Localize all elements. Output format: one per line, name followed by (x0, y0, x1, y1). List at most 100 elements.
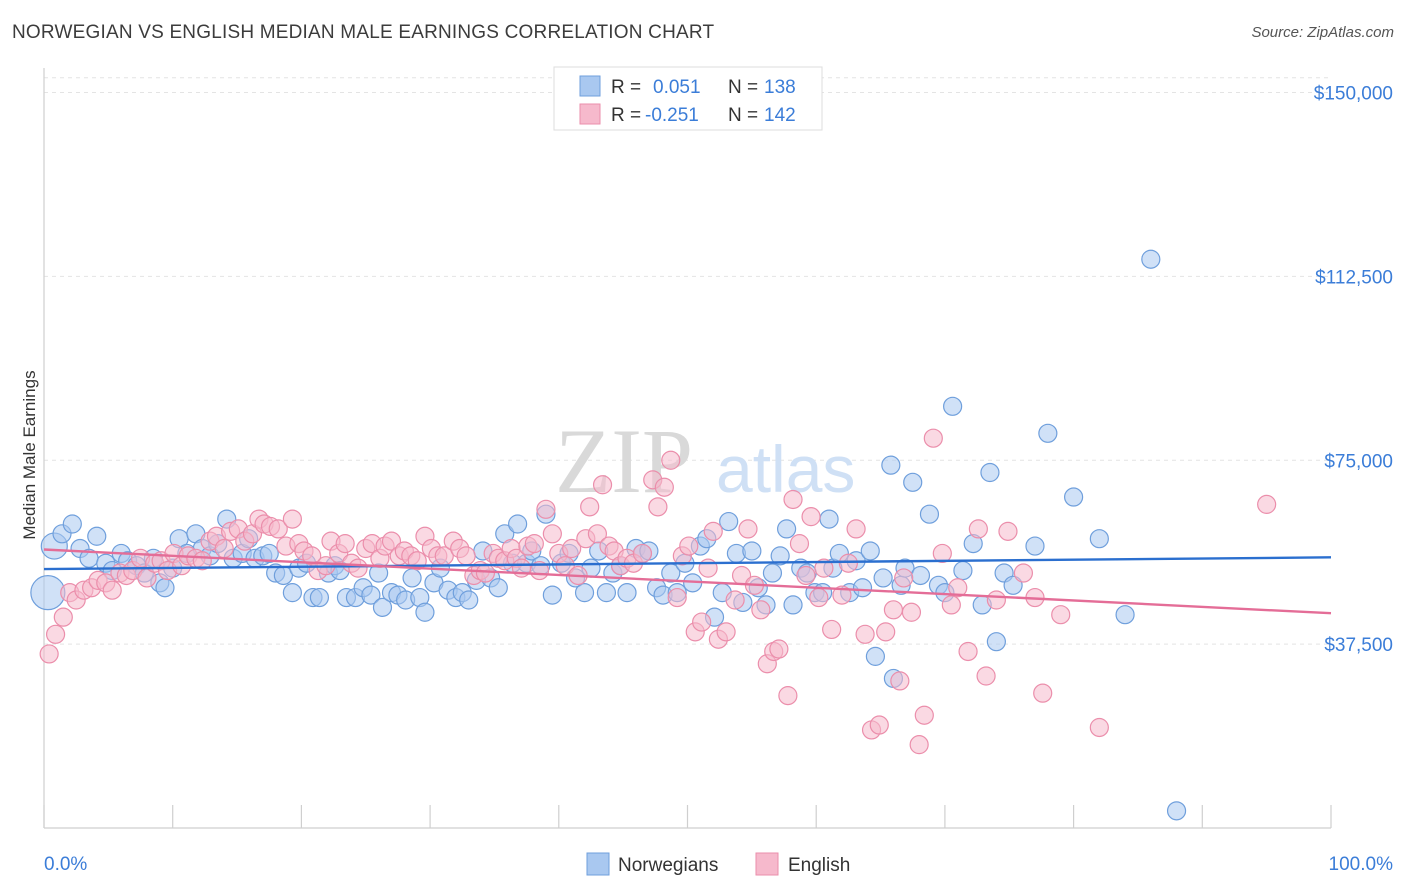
english-point (846, 519, 866, 539)
norwegians-point (1089, 529, 1109, 549)
y-tick-label: $150,000 (1314, 84, 1393, 105)
x-tick-label-min: 0.0% (44, 854, 87, 875)
norwegians-point (910, 565, 931, 586)
legend-label-english: English (788, 855, 850, 876)
english-point (1257, 494, 1277, 514)
english-point (1033, 683, 1053, 703)
norwegians-point (903, 472, 923, 492)
english-point (883, 600, 904, 620)
norwegians-point (542, 585, 562, 605)
english-point (39, 644, 59, 664)
y-tick-label: $37,500 (1324, 635, 1393, 656)
y-tick-label: $75,000 (1324, 451, 1393, 472)
norwegians-point (742, 541, 762, 561)
english-point (998, 521, 1018, 541)
english-point (890, 671, 910, 691)
english-point (456, 546, 476, 566)
x-axis-ticks (43, 805, 1332, 828)
legend-swatch-norwegians (586, 852, 610, 876)
y-axis-label: Median Male Earnings (20, 370, 39, 539)
english-point (838, 553, 858, 573)
english-point (976, 666, 996, 686)
legend-swatch-english (755, 852, 779, 876)
english-point (948, 578, 968, 598)
english-point (475, 563, 496, 583)
norwegians-point (881, 455, 901, 475)
norwegians-point (953, 560, 973, 581)
english-point (958, 641, 978, 662)
english-point (648, 497, 668, 517)
english-point (335, 534, 355, 554)
norwegians-point (865, 646, 886, 666)
source-label: Source: ZipAtlas.com (1251, 24, 1394, 41)
norwegians-point (719, 511, 739, 532)
norwegians-point (980, 462, 1000, 483)
english-point (592, 475, 613, 495)
english-point (348, 558, 368, 578)
english-point (1051, 605, 1071, 625)
english-point (796, 565, 816, 586)
english-point (909, 735, 929, 755)
english-point (654, 477, 674, 497)
english-point (45, 624, 66, 644)
norwegians-point (617, 583, 637, 603)
english-point (661, 450, 681, 470)
norwegians-point (372, 597, 393, 617)
stats-r-label-english: R = (611, 105, 641, 126)
english-point (968, 519, 988, 539)
english-point (632, 543, 653, 564)
norwegians-point (574, 583, 595, 603)
english-point (667, 587, 687, 608)
english-point (102, 580, 122, 600)
norwegians-point (1038, 423, 1058, 443)
english-point (214, 538, 234, 559)
english-point (809, 587, 829, 608)
stats-n-label-english: N = (728, 105, 758, 126)
english-point (692, 612, 712, 632)
english-point (751, 600, 771, 620)
english-point (932, 543, 952, 564)
english-point (1089, 717, 1109, 738)
norwegians-point (596, 583, 617, 603)
chart-title: NORWEGIAN VS ENGLISH MEDIAN MALE EARNING… (12, 22, 715, 43)
stats-r-value-english: -0.251 (645, 105, 699, 126)
english-point (923, 428, 943, 448)
english-point (914, 705, 934, 725)
norwegians-point (402, 568, 422, 588)
english-point (53, 607, 73, 627)
english-point (901, 602, 922, 622)
english-point (381, 531, 402, 551)
norwegians-point (415, 602, 435, 622)
english-point (542, 524, 562, 544)
stats-swatch-norwegians (579, 75, 601, 97)
english-point (580, 497, 600, 517)
english-point (855, 624, 875, 644)
norwegians-point (155, 578, 175, 598)
english-point (832, 585, 852, 605)
norwegians-point (986, 632, 1006, 652)
series-english-points (39, 428, 1277, 755)
norwegians-point (1166, 801, 1187, 821)
norwegians-point (309, 587, 330, 608)
english-point (536, 499, 556, 519)
english-point (703, 521, 723, 541)
english-point (1013, 563, 1034, 583)
norwegians-point (873, 568, 893, 588)
english-point (801, 507, 821, 527)
english-point (789, 534, 810, 554)
norwegians-point (776, 519, 797, 539)
english-point (282, 509, 302, 529)
stats-r-value-norwegians: 0.051 (653, 77, 701, 98)
english-point (716, 622, 736, 642)
norwegians-point (1063, 487, 1084, 507)
norwegians-point (919, 504, 940, 524)
english-point (725, 590, 745, 610)
english-point (783, 489, 803, 510)
stats-swatch-english (579, 103, 601, 125)
trend-line-english (43, 548, 1332, 615)
english-point (268, 519, 288, 539)
bottom-legend: Norwegians English (586, 852, 850, 876)
norwegians-point (30, 575, 66, 611)
norwegians-point (361, 585, 381, 605)
